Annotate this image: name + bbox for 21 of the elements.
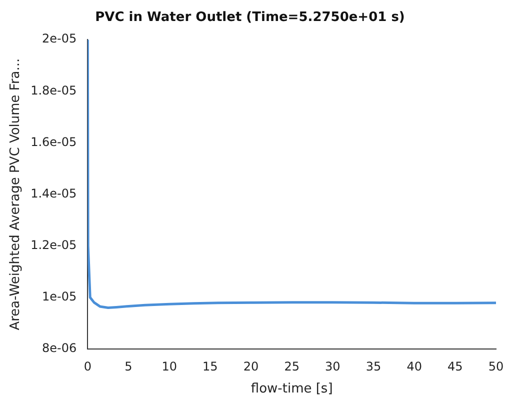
x-tick-label: 50 (488, 359, 504, 374)
y-tick-label: 1.8e-05 (30, 83, 77, 98)
chart-title: PVC in Water Outlet (Time=5.2750e+01 s) (95, 10, 405, 26)
x-tick-label: 15 (202, 359, 218, 374)
x-tick-label: 25 (284, 359, 300, 374)
x-axis-title: flow-time [s] (250, 382, 333, 397)
y-tick-label: 8e-06 (42, 341, 77, 356)
x-tick-label: 45 (448, 359, 463, 374)
x-tick-label: 30 (325, 359, 340, 374)
x-tick-label: 20 (243, 359, 259, 374)
y-tick-label: 1.2e-05 (30, 238, 77, 252)
x-tick-label: 5 (124, 359, 132, 374)
y-tick-label: 1.6e-05 (30, 134, 77, 149)
y-tick-label: 1e-05 (42, 290, 77, 304)
x-tick-label: 35 (366, 359, 382, 374)
y-tick-label: 1.4e-05 (30, 186, 77, 200)
x-tick-label: 0 (84, 359, 92, 374)
y-axis-title: Area-Weighted Average PVC Volume Fra... (8, 58, 24, 330)
x-tick-label: 10 (162, 359, 177, 374)
x-tick-label: 40 (406, 359, 422, 374)
y-tick-label: 2e-05 (42, 32, 77, 46)
